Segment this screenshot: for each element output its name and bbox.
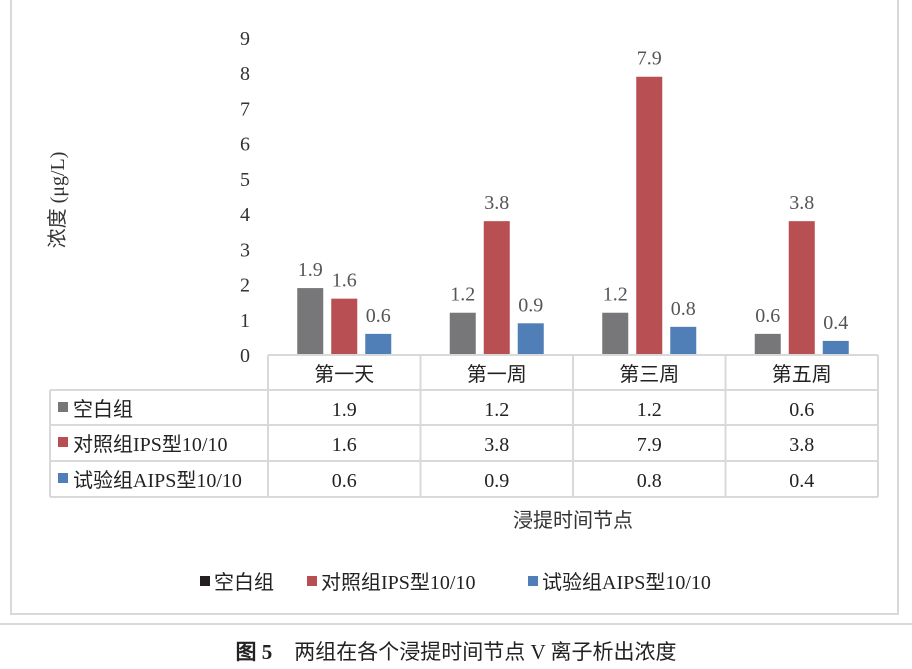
data-label: 7.9 (637, 48, 662, 70)
table-cell: 0.9 (484, 470, 509, 492)
bar (331, 298, 358, 355)
bar (602, 312, 629, 355)
y-tick-label: 1 (240, 310, 250, 332)
data-label: 0.6 (755, 305, 780, 327)
legend-label: 对照组IPS型10/10 (321, 571, 475, 594)
category-label: 第一周 (467, 363, 527, 386)
legend-swatch (528, 576, 538, 586)
table-cell: 1.6 (332, 434, 357, 456)
table-cell: 0.6 (789, 399, 814, 421)
table-series-name: 对照组IPS型10/10 (73, 433, 227, 456)
y-tick-label: 8 (240, 63, 250, 85)
legend-key (58, 437, 68, 447)
data-label: 1.2 (450, 284, 475, 306)
table-cell: 1.9 (332, 399, 357, 421)
table-cell: 0.4 (789, 470, 814, 492)
y-tick-label: 2 (240, 275, 250, 297)
figure-caption: 图 5 两组在各个浸提时间节点 V 离子析出浓度 (0, 636, 912, 666)
data-label: 0.4 (823, 312, 848, 334)
y-tick-label: 6 (240, 134, 250, 156)
table-cell: 7.9 (637, 434, 662, 456)
y-tick-label: 9 (240, 28, 250, 50)
table-cell: 3.8 (484, 434, 509, 456)
bar (517, 323, 544, 355)
bar (449, 312, 476, 355)
y-tick-label: 5 (240, 169, 250, 191)
table-cell: 0.6 (332, 470, 357, 492)
bar (670, 326, 697, 355)
table-cell: 1.2 (637, 399, 662, 421)
legend-label: 空白组 (214, 571, 274, 594)
legend-label: 试验组AIPS型10/10 (542, 571, 711, 594)
chart-frame (10, 0, 899, 615)
data-label: 3.8 (484, 192, 509, 214)
category-label: 第一天 (314, 363, 374, 386)
caption-text: 两组在各个浸提时间节点 V 离子析出浓度 (294, 640, 677, 664)
y-tick-label: 3 (240, 239, 250, 261)
bar (754, 333, 781, 355)
data-label: 0.6 (366, 305, 391, 327)
data-label: 3.8 (789, 192, 814, 214)
table-series-name: 试验组AIPS型10/10 (73, 469, 242, 492)
legend-key (58, 473, 68, 483)
bar (365, 333, 392, 355)
y-tick-label: 0 (240, 345, 250, 367)
table-cell: 0.8 (637, 470, 662, 492)
category-label: 第三周 (619, 363, 679, 386)
data-label: 1.6 (332, 270, 357, 292)
bar (297, 288, 324, 355)
y-tick-label: 7 (240, 98, 250, 120)
y-axis-label: 浓度 (μg/L) (46, 152, 69, 249)
data-label: 1.2 (603, 284, 628, 306)
legend-key (58, 402, 68, 412)
table-series-name: 空白组 (73, 398, 133, 421)
table-cell: 3.8 (789, 434, 814, 456)
bar (636, 76, 663, 355)
data-label: 1.9 (298, 259, 323, 281)
legend-swatch (307, 576, 317, 586)
legend-swatch (200, 576, 210, 586)
y-tick-label: 4 (240, 204, 250, 226)
data-label: 0.8 (671, 298, 696, 320)
bar (822, 340, 849, 355)
caption-label: 图 5 (235, 640, 273, 664)
x-axis-label: 浸提时间节点 (513, 509, 633, 532)
table-cell: 1.2 (484, 399, 509, 421)
category-label: 第五周 (772, 363, 832, 386)
bar (788, 221, 815, 355)
bar (483, 221, 510, 355)
data-label: 0.9 (518, 294, 543, 316)
